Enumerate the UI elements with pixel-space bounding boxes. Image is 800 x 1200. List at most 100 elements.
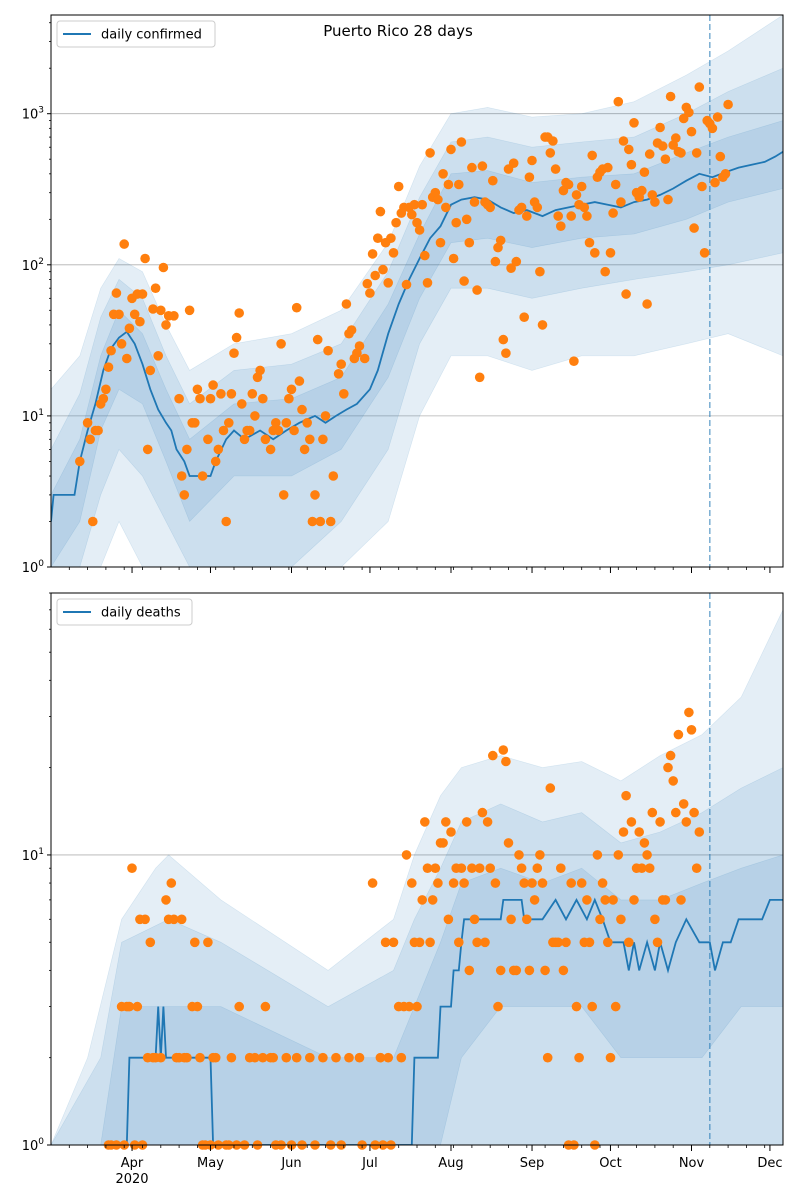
deaths-data-point <box>192 1001 203 1012</box>
confirmed-data-point <box>299 444 310 455</box>
confirmed-data-point <box>639 167 650 177</box>
deaths-data-point <box>610 1001 621 1012</box>
confirmed-data-point <box>519 312 529 323</box>
deaths-data-point <box>482 817 493 827</box>
confirmed-data-point <box>93 425 103 436</box>
deaths-data-point <box>532 863 543 873</box>
deaths-data-point <box>637 863 647 873</box>
confirmed-data-point <box>305 434 315 445</box>
deaths-data-point <box>493 1001 503 1012</box>
deaths-data-point <box>522 914 532 925</box>
deaths-data-point <box>132 1001 143 1012</box>
confirmed-data-point <box>103 362 114 373</box>
deaths-data-point <box>676 895 686 905</box>
deaths-data-point <box>210 1052 221 1063</box>
deaths-xtick-label: Jun <box>280 1156 301 1171</box>
confirmed-data-point <box>352 348 362 359</box>
deaths-data-point <box>258 1052 268 1063</box>
confirmed-data-point <box>124 323 135 334</box>
deaths-legend: daily deaths <box>56 598 193 626</box>
confirmed-points <box>75 82 733 527</box>
deaths-data-point <box>430 863 441 873</box>
deaths-data-point <box>535 850 545 860</box>
confirmed-data-point <box>417 199 428 210</box>
confirmed-data-point <box>176 471 187 481</box>
confirmed-data-point <box>676 148 686 158</box>
deaths-line-layer <box>125 897 783 1145</box>
confirmed-data-point <box>312 334 323 345</box>
deaths-data-point <box>454 937 464 948</box>
confirmed-data-point <box>208 380 218 390</box>
confirmed-data-point <box>459 276 469 286</box>
confirmed-data-point <box>111 288 122 298</box>
deaths-data-point <box>558 965 569 976</box>
deaths-data-point <box>234 1001 244 1012</box>
confirmed-data-point <box>114 309 124 320</box>
confirmed-data-point <box>472 285 482 295</box>
confirmed-data-point <box>370 270 381 281</box>
deaths-data-point <box>485 863 496 873</box>
deaths-data-point <box>671 807 681 818</box>
deaths-data-point <box>443 914 454 925</box>
confirmed-data-point <box>433 194 443 205</box>
deaths-data-point <box>498 745 509 755</box>
confirmed-data-point <box>365 288 375 298</box>
deaths-data-point <box>574 1052 584 1063</box>
confirmed-data-point <box>276 339 286 349</box>
confirmed-data-point <box>297 404 307 415</box>
deaths-data-point <box>124 1001 135 1012</box>
confirmed-data-point <box>190 418 200 428</box>
confirmed-data-point <box>435 237 446 248</box>
confirmed-data-point <box>451 217 462 228</box>
confirmed-bands <box>51 15 783 567</box>
deaths-data-point <box>584 937 595 948</box>
deaths-xtick-label: Apr <box>121 1156 144 1171</box>
confirmed-data-point <box>101 384 111 395</box>
deaths-data-point <box>448 878 459 888</box>
deaths-data-point <box>684 707 694 718</box>
deaths-data-point <box>456 863 467 873</box>
deaths-data-point <box>305 1052 315 1063</box>
confirmed-data-point <box>135 316 145 327</box>
deaths-data-point <box>422 863 433 873</box>
confirmed-data-point <box>720 169 731 179</box>
confirmed-data-point <box>467 162 477 173</box>
deaths-data-point <box>433 878 443 888</box>
confirmed-data-point <box>237 399 247 409</box>
confirmed-data-point <box>273 425 284 436</box>
confirmed-data-point <box>388 248 399 258</box>
deaths-data-point <box>527 878 537 888</box>
confirmed-data-point <box>244 425 255 436</box>
confirmed-data-point <box>239 434 250 445</box>
confirmed-data-point <box>354 341 365 351</box>
confirmed-data-point <box>205 393 216 404</box>
deaths-data-point <box>467 863 477 873</box>
deaths-data-point <box>503 838 514 848</box>
confirmed-data-point <box>153 351 163 361</box>
deaths-data-point <box>156 1052 166 1063</box>
confirmed-data-point <box>608 208 618 218</box>
deaths-data-point <box>477 807 488 818</box>
deaths-data-point <box>425 937 435 948</box>
confirmed-band-80 <box>51 67 783 567</box>
confirmed-ytick-label: 101 <box>22 408 44 425</box>
legend-box <box>56 20 216 48</box>
confirmed-line-layer <box>51 150 783 522</box>
confirmed-data-point <box>498 334 509 345</box>
deaths-data-point <box>587 1001 597 1012</box>
confirmed-data-point <box>488 175 498 186</box>
deaths-data-point <box>414 937 425 948</box>
confirmed-data-point <box>647 190 658 200</box>
confirmed-data-point <box>477 161 488 171</box>
deaths-data-point <box>542 1052 553 1063</box>
confirmed-data-point <box>516 202 527 213</box>
deaths-data-point <box>647 807 658 818</box>
deaths-data-point <box>694 827 705 837</box>
deaths-xtick-label: May <box>197 1156 224 1171</box>
confirmed-data-point <box>425 148 435 158</box>
confirmed-data-point <box>715 151 726 162</box>
confirmed-data-point <box>506 263 516 274</box>
deaths-data-point <box>613 850 624 860</box>
